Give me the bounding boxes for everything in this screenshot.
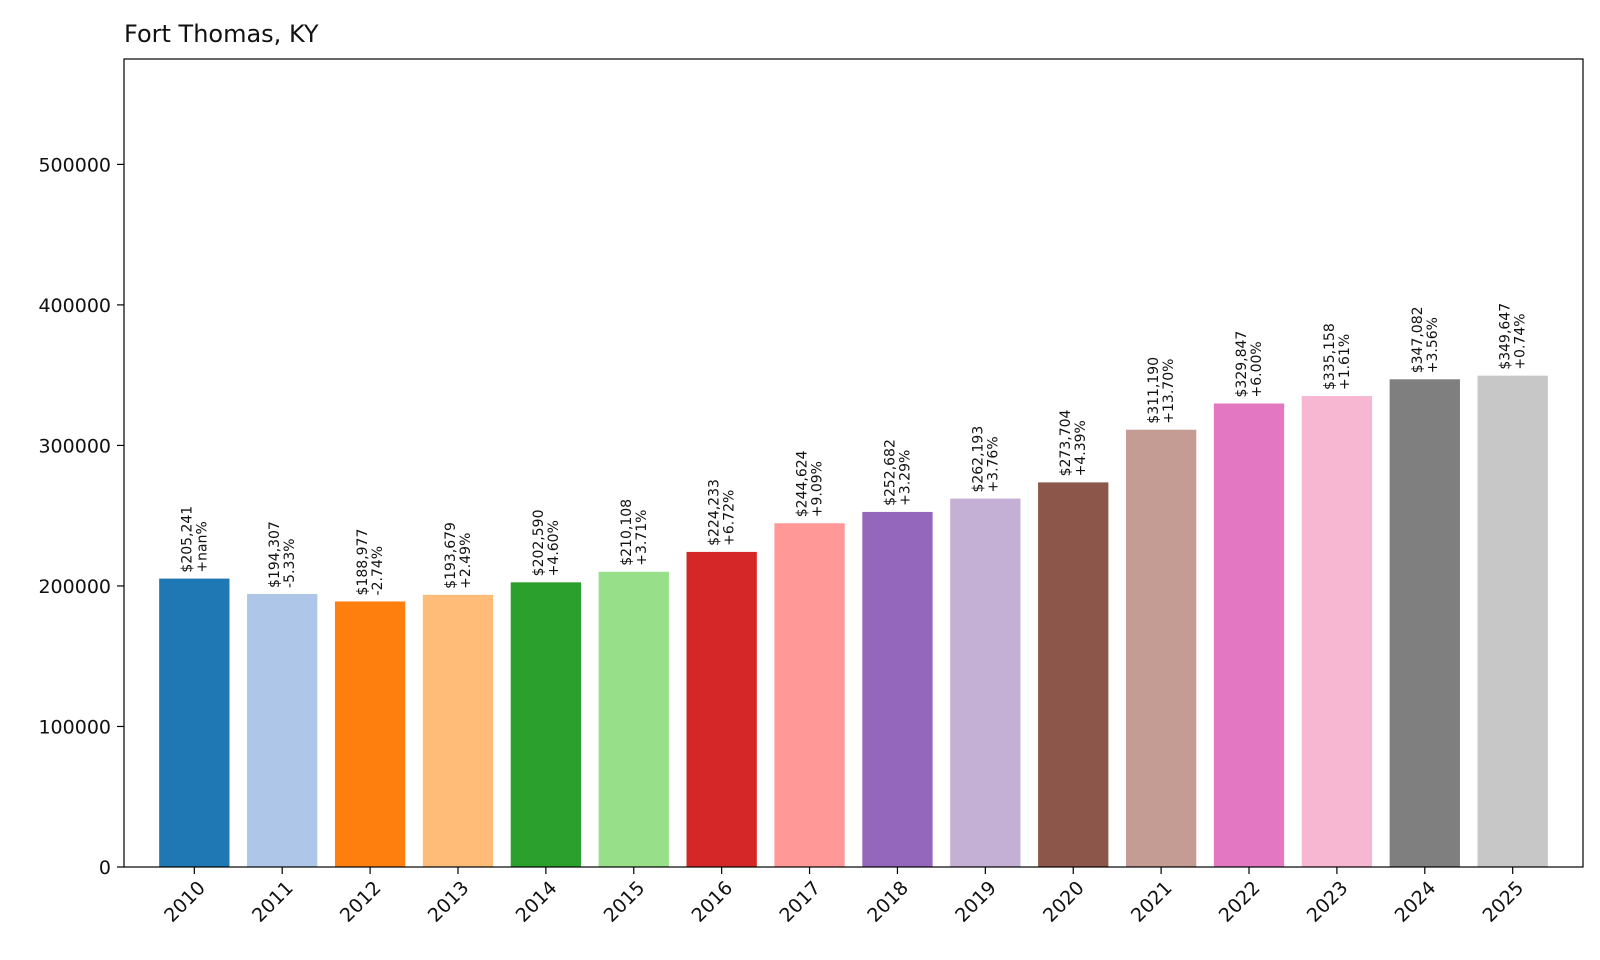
value-label: $335,158 (1322, 323, 1338, 390)
value-label: $205,241 (179, 506, 195, 573)
data-label-2018: $252,682 +3.29% (882, 439, 913, 506)
data-label-2023: $335,158 +1.61% (1322, 323, 1353, 390)
bar-2018 (862, 511, 933, 867)
data-label-2024: $347,082 +3.56% (1410, 306, 1441, 373)
x-tick-label: 2020 (1039, 877, 1089, 927)
bar-2020 (1038, 482, 1109, 867)
x-tick-label: 2011 (248, 877, 298, 927)
y-tick-label: 500000 (38, 154, 111, 176)
value-label: $349,647 (1498, 303, 1514, 370)
x-tick-label: 2018 (863, 877, 913, 927)
value-label: $311,190 (1146, 357, 1162, 424)
change-label: +4.60% (546, 520, 562, 576)
bar-2011 (247, 593, 318, 867)
change-label: +6.00% (1249, 341, 1265, 397)
chart-title: Fort Thomas, KY (124, 20, 319, 48)
x-tick-label: 2013 (424, 877, 474, 927)
x-tick-label: 2016 (687, 877, 737, 927)
x-tick-label: 2014 (512, 877, 562, 927)
bar-2013 (422, 594, 494, 867)
change-label: +4.39% (1073, 420, 1089, 476)
bar-2023 (1301, 396, 1373, 867)
x-tick-label: 2010 (160, 877, 210, 927)
data-label-2017: $244,624 +9.09% (795, 450, 826, 517)
value-label: $252,682 (882, 439, 898, 506)
bar-2010 (159, 578, 230, 867)
change-label: +3.29% (897, 450, 913, 506)
change-label: -2.74% (370, 546, 386, 596)
data-label-2019: $262,193 +3.76% (970, 426, 1001, 493)
x-tick-label: 2022 (1215, 877, 1265, 927)
change-label: +nan% (194, 521, 210, 572)
bar-2014 (510, 582, 582, 867)
y-tick-label: 100000 (38, 716, 111, 738)
bar-2012 (334, 601, 406, 867)
change-label: -5.33% (282, 538, 298, 588)
x-tick-label: 2017 (775, 877, 825, 927)
x-tick-label: 2015 (600, 877, 650, 927)
y-tick-label: 300000 (38, 435, 111, 457)
bar-2025 (1477, 375, 1548, 867)
data-label-2015: $210,108 +3.71% (619, 499, 650, 566)
value-label: $329,847 (1234, 331, 1250, 398)
y-tick-label: 400000 (38, 295, 111, 317)
bar-2022 (1213, 403, 1285, 867)
data-label-2013: $193,679 +2.49% (443, 522, 474, 589)
value-label: $347,082 (1410, 306, 1426, 373)
value-label: $273,704 (1058, 409, 1074, 476)
change-label: +3.76% (985, 436, 1001, 492)
x-tick-label: 2024 (1391, 877, 1441, 927)
bar-2015 (598, 571, 669, 867)
plot-frame (123, 58, 1584, 868)
bar-2017 (774, 523, 845, 867)
y-tick-label: 0 (99, 857, 111, 879)
data-label-2022: $329,847 +6.00% (1234, 331, 1265, 398)
change-label: +13.70% (1161, 359, 1177, 424)
change-label: +0.74% (1513, 313, 1529, 369)
change-label: +9.09% (810, 461, 826, 517)
change-label: +2.49% (458, 533, 474, 589)
value-label: $193,679 (443, 522, 459, 589)
value-label: $224,233 (707, 479, 723, 546)
value-label: $244,624 (795, 450, 811, 517)
data-label-2014: $202,590 +4.60% (531, 510, 562, 577)
data-label-2011: $194,307 -5.33% (267, 521, 298, 588)
value-label: $194,307 (267, 521, 283, 588)
x-tick-label: 2025 (1478, 877, 1528, 927)
bar-2019 (950, 498, 1021, 867)
data-label-2020: $273,704 +4.39% (1058, 409, 1089, 476)
bar-2016 (686, 551, 757, 867)
x-tick-label: 2019 (951, 877, 1001, 927)
change-label: +1.61% (1337, 334, 1353, 390)
value-label: $262,193 (970, 426, 986, 493)
data-label-2016: $224,233 +6.72% (707, 479, 738, 546)
data-label-2021: $311,190 +13.70% (1146, 357, 1177, 424)
change-label: +3.71% (634, 510, 650, 566)
value-label: $210,108 (619, 499, 635, 566)
data-label-2010: $205,241 +nan% (179, 506, 210, 573)
bar-2024 (1389, 379, 1460, 867)
x-tick-label: 2012 (336, 877, 386, 927)
value-label: $188,977 (355, 529, 371, 596)
change-label: +3.56% (1425, 317, 1441, 373)
x-tick-label: 2023 (1303, 877, 1353, 927)
change-label: +6.72% (722, 490, 738, 546)
value-label: $202,590 (531, 510, 547, 577)
x-tick-label: 2021 (1127, 877, 1177, 927)
data-label-2012: $188,977 -2.74% (355, 529, 386, 596)
y-tick-label: 200000 (38, 576, 111, 598)
bar-2021 (1125, 429, 1197, 867)
data-label-2025: $349,647 +0.74% (1498, 303, 1529, 370)
